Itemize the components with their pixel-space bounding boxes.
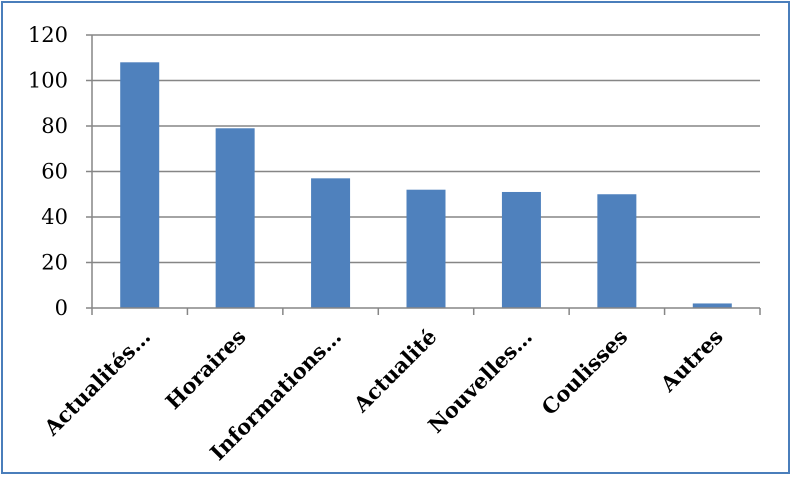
y-tick-label: 100: [28, 69, 68, 93]
axes: [86, 34, 761, 315]
y-tick-labels: 0 20 40 60 80 100 120: [28, 23, 68, 320]
bar: [120, 62, 160, 308]
x-category-label: Actualité: [348, 324, 442, 418]
x-category-label: Horaires: [160, 324, 250, 414]
x-category-label: Actualités…: [38, 324, 155, 441]
x-category-label: Coulisses: [536, 324, 632, 420]
y-tick-label: 80: [41, 114, 68, 138]
bar: [406, 189, 446, 308]
bar: [692, 303, 732, 308]
bar: [597, 194, 637, 308]
bar: [215, 128, 255, 308]
bar: [311, 178, 351, 308]
y-tick-label: 40: [41, 205, 68, 229]
bars: [120, 62, 732, 308]
y-tick-label: 0: [55, 296, 68, 320]
x-category-label: Autres: [655, 324, 728, 397]
y-tick-label: 120: [28, 23, 68, 47]
bar: [501, 191, 541, 308]
y-tick-label: 60: [41, 160, 68, 184]
y-tick-label: 20: [41, 251, 68, 275]
gridlines: [92, 34, 760, 264]
